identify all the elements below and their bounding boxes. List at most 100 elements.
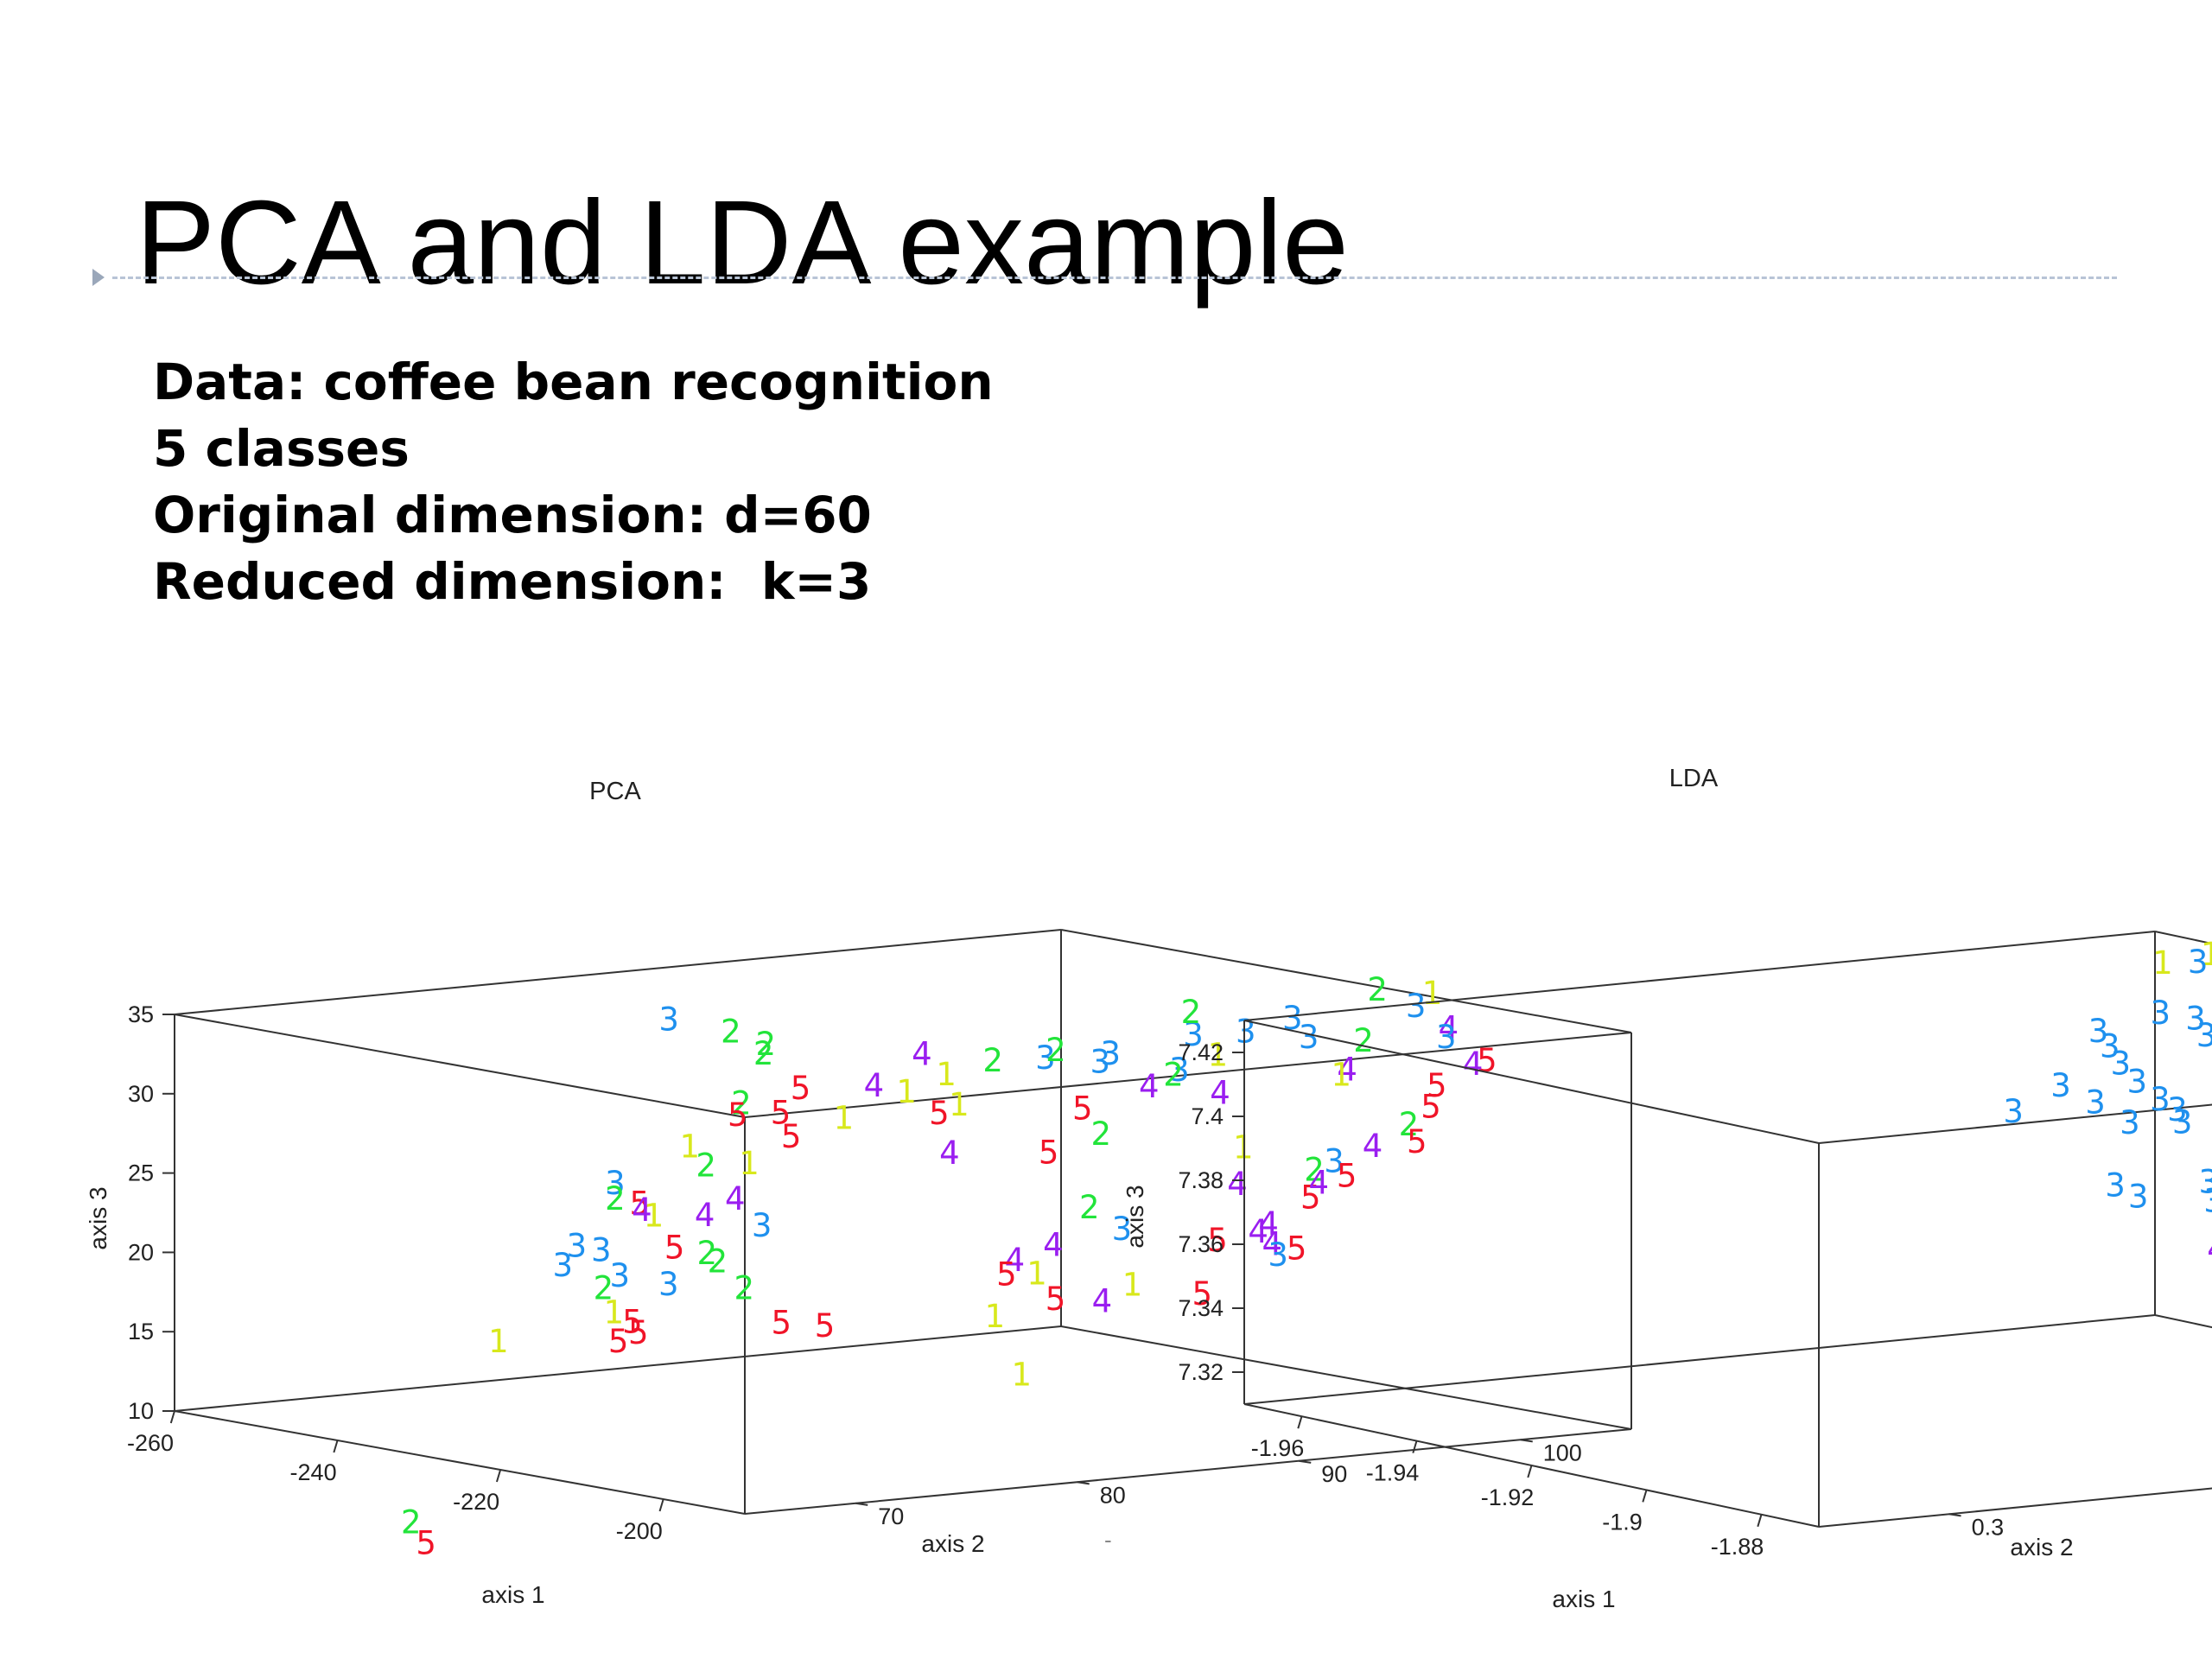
pca-point-class-5: 5 <box>416 1525 436 1562</box>
lda-point-class-3: 3 <box>2110 1045 2131 1082</box>
info-line-reduced-dimension: Reduced dimension: k=3 <box>153 552 872 611</box>
pca-point-class-1: 1 <box>680 1128 701 1165</box>
lda-points: 1111111111111113333333333333333333333334… <box>2003 936 2212 1268</box>
pca-point-class-3: 3 <box>605 1165 626 1202</box>
lda-x-tick-label: -1.88 <box>1711 1534 1764 1560</box>
pca-point-class-5: 5 <box>1072 1090 1093 1128</box>
pca-point-class-3: 3 <box>552 1247 573 1284</box>
lda-x-tick <box>1757 1514 1763 1528</box>
pca-point-class-2: 2 <box>753 1035 774 1072</box>
pca-point-class-2: 2 <box>594 1270 614 1307</box>
pca-point-class-5: 5 <box>1427 1067 1447 1104</box>
lda-box-frame <box>1243 931 2212 1528</box>
pca-point-class-2: 2 <box>755 1026 776 1063</box>
pca-point-class-5: 5 <box>628 1314 649 1351</box>
pca-point-class-5: 5 <box>664 1229 685 1266</box>
lda-x-tick <box>1642 1490 1648 1503</box>
pca-box-edge <box>1060 1325 1632 1430</box>
pca-point-class-1: 1 <box>1027 1255 1047 1293</box>
pca-point-class-3: 3 <box>1436 1019 1457 1056</box>
pca-point-class-2: 2 <box>1046 1032 1066 1069</box>
pca-point-class-5: 5 <box>772 1305 792 1342</box>
pca-z-tick-label: 25 <box>128 1160 154 1186</box>
lda-point-class-3: 3 <box>2188 944 2209 981</box>
pca-point-class-3: 3 <box>591 1231 612 1268</box>
pca-point-class-3: 3 <box>1112 1211 1133 1248</box>
lda-chart: LDA axis 1 axis 2 axis 3 7.32 7.34 7.36 7.38 7.4… <box>1122 765 2212 1612</box>
pca-point-class-5: 5 <box>1039 1134 1059 1171</box>
slide-title: PCA and LDA example <box>136 176 1349 310</box>
lda-point-class-3: 3 <box>2203 1183 2212 1220</box>
pca-point-class-1: 1 <box>644 1198 664 1235</box>
pca-point-class-2: 2 <box>1353 1022 1374 1059</box>
pca-point-class-5: 5 <box>1421 1088 1441 1125</box>
pca-point-class-2: 2 <box>1091 1116 1112 1153</box>
pca-point-class-4: 4 <box>1248 1213 1268 1250</box>
pca-point-class-4: 4 <box>1210 1075 1230 1112</box>
pca-z-axis-label: axis 3 <box>85 1186 111 1249</box>
lda-y-axis-label: axis 2 <box>2010 1534 2073 1560</box>
pca-point-class-5: 5 <box>1407 1123 1427 1160</box>
lda-box-edge <box>2154 1314 2212 1329</box>
pca-z-tick-label: 10 <box>128 1398 154 1424</box>
pca-point-class-2: 2 <box>696 1147 716 1184</box>
pca-point-class-3: 3 <box>1035 1039 1056 1077</box>
pca-point-class-5: 5 <box>781 1118 802 1155</box>
pca-point-class-4: 4 <box>1439 1009 1459 1046</box>
pca-point-class-5: 5 <box>996 1255 1017 1293</box>
lda-z-tick-label: 7.36 <box>1178 1231 1224 1257</box>
pca-z-tick-label: 30 <box>128 1081 154 1107</box>
pca-point-class-4: 4 <box>1308 1165 1329 1202</box>
lda-point-class-3: 3 <box>2120 1104 2140 1141</box>
pca-point-class-3: 3 <box>1183 1016 1204 1053</box>
lda-x-tick-label: -1.96 <box>1251 1435 1305 1461</box>
pca-point-class-1: 1 <box>1422 975 1443 1012</box>
lda-point-class-1: 1 <box>2201 936 2212 973</box>
pca-x-axis-label: axis 1 <box>481 1581 544 1608</box>
pca-point-class-4: 4 <box>1463 1046 1484 1083</box>
lda-point-class-3: 3 <box>2003 1093 2024 1130</box>
lda-point-class-3: 3 <box>2100 1028 2120 1065</box>
pca-point-class-2: 2 <box>721 1014 741 1051</box>
pca-point-class-2: 2 <box>982 1042 1003 1079</box>
pca-point-class-3: 3 <box>1169 1052 1190 1089</box>
pca-y-tick <box>1077 1481 1090 1485</box>
lda-point-class-4: 4 <box>2207 1231 2212 1268</box>
pca-point-class-3: 3 <box>658 1266 679 1303</box>
pca-point-class-1: 1 <box>604 1294 625 1331</box>
dataset-info: Data: coffee bean recognition 5 classes … <box>153 349 994 615</box>
lda-point-class-3: 3 <box>2150 995 2171 1032</box>
lda-point-class-3: 3 <box>2127 1064 2148 1101</box>
pca-z-tick-label: 35 <box>128 1001 154 1027</box>
lda-z-tick-label: 7.34 <box>1178 1295 1224 1321</box>
pca-point-class-4: 4 <box>1043 1226 1064 1263</box>
pca-point-class-5: 5 <box>1192 1275 1212 1313</box>
pca-point-class-5: 5 <box>728 1096 748 1134</box>
pca-point-class-3: 3 <box>1090 1043 1110 1080</box>
pca-point-class-5: 5 <box>1300 1179 1321 1216</box>
lda-point-class-3: 3 <box>2185 1000 2206 1037</box>
pca-point-class-2: 2 <box>1304 1152 1325 1189</box>
lda-box-edge <box>1243 1020 1820 1144</box>
pca-y-tick-label: 70 <box>878 1503 904 1529</box>
lda-x-axis-label: axis 1 <box>1552 1586 1615 1612</box>
pca-y-axis-label: axis 2 <box>921 1530 984 1557</box>
pca-point-class-1: 1 <box>1233 1128 1254 1166</box>
pca-point-class-3: 3 <box>1101 1035 1122 1072</box>
pca-x-tick-label: -240 <box>290 1459 337 1485</box>
pca-point-class-2: 2 <box>605 1180 626 1217</box>
pca-y-tick <box>855 1502 868 1506</box>
pca-point-class-5: 5 <box>815 1307 836 1344</box>
pca-point-class-4: 4 <box>1337 1051 1357 1088</box>
lda-x-tick-label: -1.94 <box>1366 1460 1420 1486</box>
pca-x-tick <box>169 1410 175 1424</box>
pca-point-class-5: 5 <box>1337 1157 1357 1194</box>
pca-point-class-4: 4 <box>1363 1128 1383 1165</box>
pca-point-class-5: 5 <box>608 1323 629 1360</box>
lda-point-class-3: 3 <box>2198 1164 2212 1201</box>
lda-x-tick <box>1297 1415 1303 1429</box>
lda-point-class-3: 3 <box>2088 1013 2109 1050</box>
pca-point-class-1: 1 <box>936 1056 957 1093</box>
pca-box-edge <box>174 1325 1062 1412</box>
